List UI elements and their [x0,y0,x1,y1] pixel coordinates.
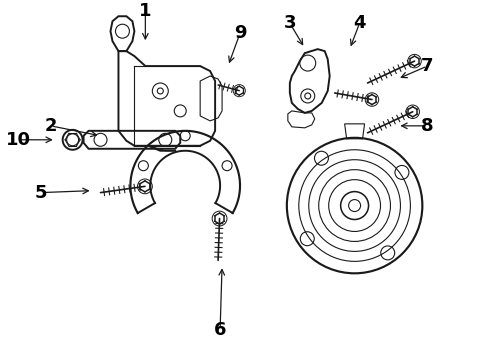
Text: 10: 10 [6,131,31,149]
Text: 3: 3 [284,14,296,32]
Text: 8: 8 [421,117,434,135]
Text: 2: 2 [45,117,57,135]
Text: 4: 4 [353,14,366,32]
Text: 5: 5 [34,184,47,202]
Text: 7: 7 [421,57,434,75]
Text: 1: 1 [139,2,151,20]
Text: 9: 9 [234,24,246,42]
Text: 6: 6 [214,321,226,339]
